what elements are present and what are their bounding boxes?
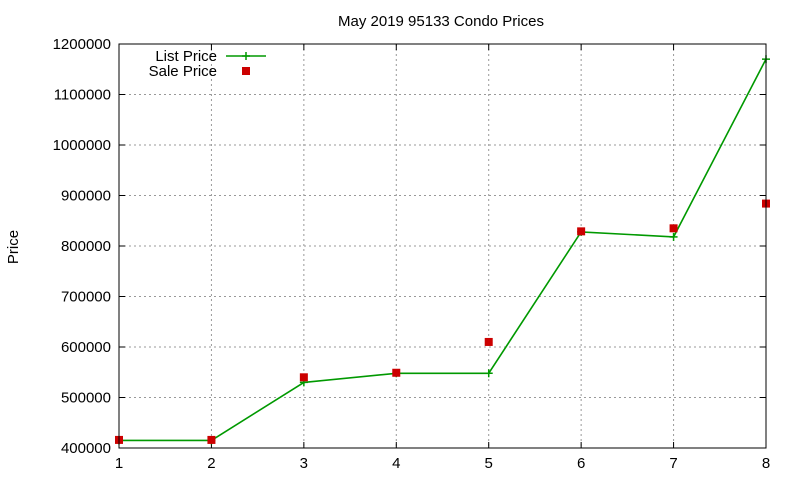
- chart-title: May 2019 95133 Condo Prices: [338, 13, 544, 30]
- y-tick-label: 1200000: [53, 36, 111, 53]
- x-tick-label: 7: [669, 455, 677, 472]
- sale-price-point: [484, 337, 493, 346]
- plot-frame: [118, 43, 767, 449]
- x-axis-ticks: 1 2 3 4 5 6 7 8: [115, 44, 770, 472]
- y-tick-label: 400000: [61, 440, 111, 457]
- x-tick-label: 5: [485, 455, 493, 472]
- x-tick-label: 8: [762, 455, 770, 472]
- y-tick-label: 600000: [61, 339, 111, 356]
- legend-marker-list-price: [242, 52, 250, 60]
- y-tick-label: 1100000: [54, 87, 111, 104]
- y-tick-label: 500000: [61, 390, 111, 407]
- grid-lines: [119, 44, 766, 448]
- sale-price-point: [207, 435, 216, 444]
- y-axis-label: Price: [5, 230, 22, 264]
- y-tick-label: 1000000: [53, 137, 111, 154]
- sale-price-point: [577, 227, 586, 236]
- y-tick-label: 900000: [61, 188, 111, 205]
- x-tick-label: 4: [392, 455, 400, 472]
- legend-label-sale-price: Sale Price: [149, 63, 217, 80]
- y-axis-ticks: 400000 500000 600000 700000 800000 900000 1000…: [53, 36, 766, 457]
- x-tick-label: 6: [577, 455, 585, 472]
- list-price-point: [484, 369, 493, 378]
- series-layer: [115, 55, 770, 445]
- y-tick-label: 700000: [61, 289, 111, 306]
- x-tick-label: 1: [115, 455, 123, 472]
- sale-price-point: [669, 224, 678, 233]
- sale-price-point: [392, 368, 401, 377]
- legend-marker-sale-price: [242, 67, 250, 75]
- x-tick-label: 2: [207, 455, 215, 472]
- y-tick-label: 800000: [61, 238, 111, 255]
- list-price-point: [669, 232, 678, 241]
- x-tick-label: 3: [300, 455, 308, 472]
- list-price-line: [119, 58, 767, 442]
- sale-price-point: [299, 373, 308, 382]
- legend-label-list-price: List Price: [155, 48, 217, 65]
